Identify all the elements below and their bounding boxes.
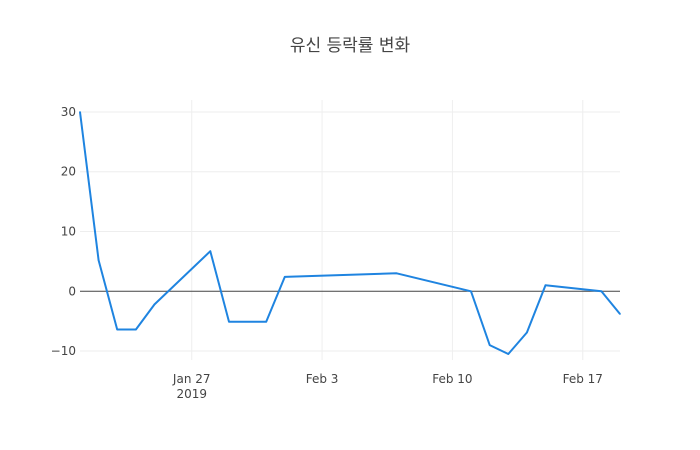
chart-title: 유신 등락률 변화 xyxy=(289,36,411,56)
x-tick-sublabel: 2019 xyxy=(176,387,207,401)
data-point xyxy=(209,250,212,253)
data-point xyxy=(544,284,547,287)
data-point xyxy=(470,290,472,293)
data-point xyxy=(116,328,119,331)
data-point xyxy=(153,303,156,306)
data-point xyxy=(395,272,398,275)
y-tick-label: 10 xyxy=(61,224,76,238)
data-point xyxy=(600,290,603,293)
y-tick-label: 20 xyxy=(61,165,76,179)
x-tick-label: Jan 27 xyxy=(172,372,211,386)
data-point xyxy=(79,111,81,113)
data-point xyxy=(526,331,528,334)
y-tick-label: 0 xyxy=(68,284,76,298)
data-point xyxy=(488,344,491,346)
x-tick-label: Feb 17 xyxy=(563,372,603,386)
data-point xyxy=(507,353,510,355)
y-tick-label: 30 xyxy=(61,105,76,119)
data-point xyxy=(284,276,286,278)
x-tick-label: Feb 10 xyxy=(432,372,472,386)
data-point xyxy=(135,328,137,331)
x-tick-label: Feb 3 xyxy=(306,372,339,386)
data-point xyxy=(619,313,621,315)
data-point xyxy=(228,320,230,323)
series-line xyxy=(79,111,621,355)
data-point xyxy=(97,259,100,261)
data-point xyxy=(265,320,268,323)
y-tick-label: −10 xyxy=(51,344,76,358)
